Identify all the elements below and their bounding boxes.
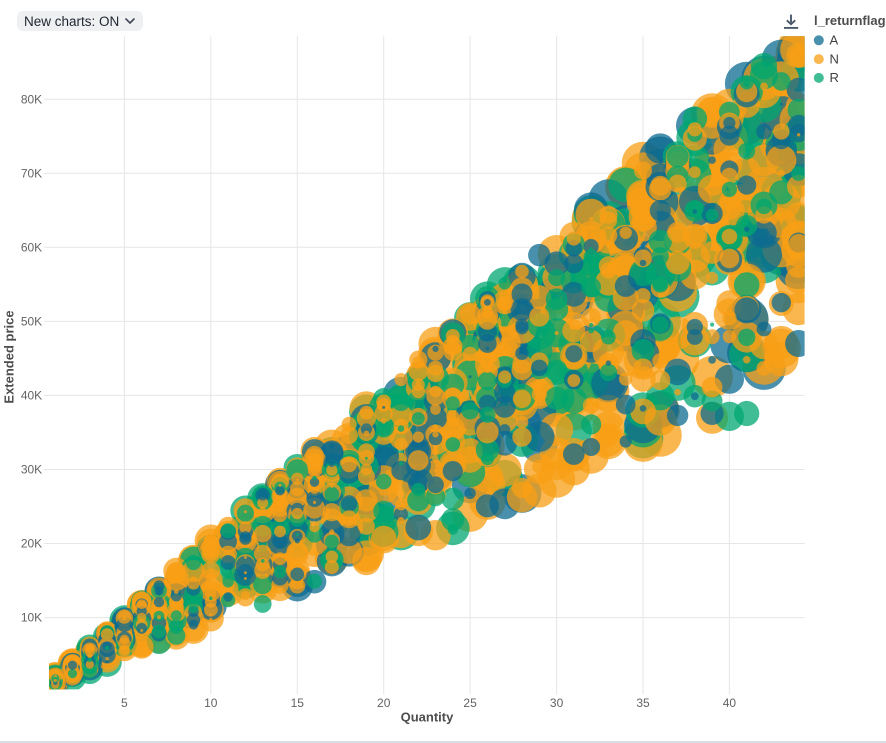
svg-text:l_returnflag: l_returnflag [814,13,886,28]
svg-text:70K: 70K [21,166,42,180]
svg-text:40K: 40K [21,389,42,403]
svg-text:20: 20 [377,696,391,710]
svg-text:80K: 80K [21,92,42,106]
svg-text:R: R [830,70,839,85]
svg-text:10K: 10K [21,611,42,625]
svg-text:25: 25 [463,696,477,710]
svg-text:30K: 30K [21,463,42,477]
svg-text:35: 35 [636,696,650,710]
svg-text:10: 10 [204,696,218,710]
svg-text:60K: 60K [21,240,42,254]
svg-text:15: 15 [291,696,305,710]
svg-text:A: A [830,33,839,48]
svg-text:30: 30 [550,696,564,710]
svg-text:50K: 50K [21,315,42,329]
svg-text:Extended price: Extended price [2,310,17,403]
svg-text:5: 5 [121,696,128,710]
svg-text:N: N [830,51,839,66]
svg-text:40: 40 [723,696,737,710]
svg-text:Quantity: Quantity [401,710,454,725]
svg-text:20K: 20K [21,537,42,551]
